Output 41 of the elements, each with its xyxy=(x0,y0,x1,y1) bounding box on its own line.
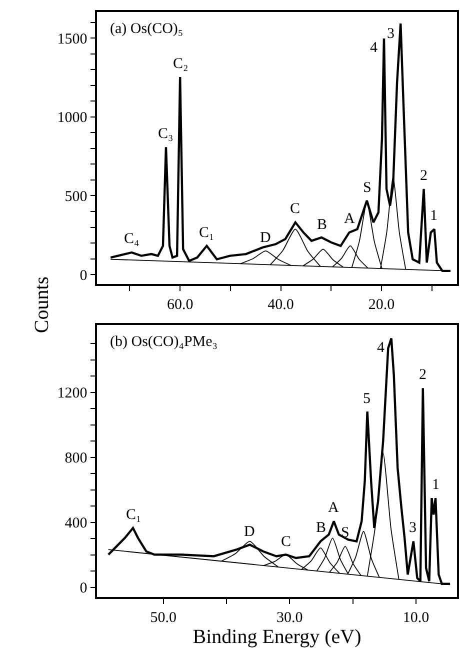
annotation: D xyxy=(244,524,255,540)
annotation: C₃ xyxy=(158,126,174,142)
annotation: C₁ xyxy=(126,507,142,523)
x-tick-label: 60.0 xyxy=(166,296,194,313)
annotation: 1 xyxy=(430,208,438,224)
annotation: 2 xyxy=(419,367,426,383)
x-tick-label: 40.0 xyxy=(268,296,294,313)
y-tick-label: 1500 xyxy=(57,31,88,48)
annotation: A xyxy=(344,211,355,227)
x-tick-label: 20.0 xyxy=(368,296,395,313)
annotation: (b) Os(CO)₄PMe₃ xyxy=(110,334,218,350)
y-tick-label: 0 xyxy=(80,268,88,284)
x-tick-label: 30.0 xyxy=(276,610,303,626)
annotation: C xyxy=(290,201,300,217)
annotation: B xyxy=(316,520,326,536)
annotation: 3 xyxy=(409,520,416,536)
annotation: D xyxy=(260,230,271,246)
y-tick-label: 1000 xyxy=(57,110,88,126)
annotation: C₄ xyxy=(124,231,140,247)
annotation: C₂ xyxy=(173,56,188,72)
annotation: 5 xyxy=(363,391,370,407)
y-tick-label: 800 xyxy=(64,450,88,467)
annotation: 4 xyxy=(377,340,385,356)
annotation: 4 xyxy=(370,40,378,56)
annotation: S xyxy=(363,180,372,196)
y-tick-label: 0 xyxy=(80,580,88,597)
annotation: 1 xyxy=(432,477,440,493)
annotation: B xyxy=(317,217,328,233)
annotation: C₁ xyxy=(199,225,214,241)
y-tick-label: 1200 xyxy=(57,386,88,402)
annotation: (a) Os(CO)₅ xyxy=(110,21,184,37)
y-tick-label: 500 xyxy=(64,188,88,205)
annotation: 2 xyxy=(420,168,428,184)
x-tick-label: 50.0 xyxy=(150,610,176,626)
y-tick-label: 400 xyxy=(64,516,88,532)
x-tick-label: 10.0 xyxy=(402,610,430,626)
annotation: A xyxy=(328,500,339,516)
x-axis-title: Binding Energy (eV) xyxy=(192,626,362,648)
annotation: 3 xyxy=(387,26,394,42)
y-axis-title: Counts xyxy=(31,276,54,334)
annotation: C xyxy=(281,534,292,550)
